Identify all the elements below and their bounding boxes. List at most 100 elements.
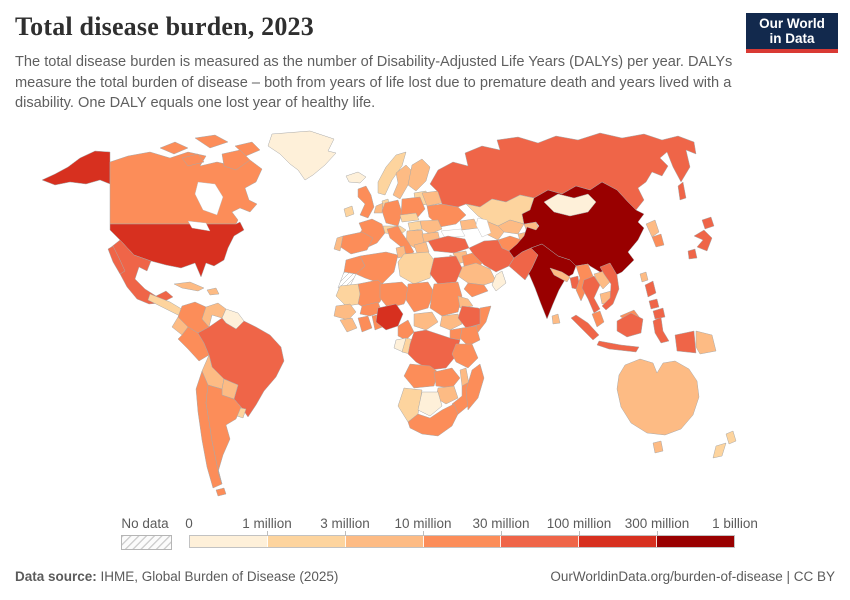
country-canada-baffin[interactable] (221, 149, 251, 171)
country-new-zealand-north[interactable] (725, 430, 737, 445)
country-india[interactable] (524, 243, 577, 320)
country-czechia-slovakia[interactable] (399, 212, 420, 223)
country-germany[interactable] (381, 199, 403, 227)
country-saudi-arabia[interactable] (457, 262, 497, 286)
country-ireland[interactable] (343, 205, 355, 218)
country-united-kingdom[interactable] (357, 185, 375, 219)
legend-bin-6[interactable] (657, 536, 735, 547)
country-argentina[interactable] (205, 384, 242, 485)
legend-bin-3[interactable] (423, 536, 502, 547)
country-italy[interactable] (386, 225, 415, 257)
country-kenya[interactable] (459, 325, 481, 347)
country-libya[interactable] (397, 251, 435, 285)
country-guinea[interactable] (339, 317, 358, 333)
legend-bin-5[interactable] (579, 536, 658, 547)
legend-bin-2[interactable] (345, 536, 424, 547)
country-caucasus[interactable] (459, 218, 479, 231)
country-philippines-luzon[interactable] (644, 280, 657, 298)
country-south-sudan[interactable] (439, 313, 463, 331)
country-senegal[interactable] (333, 303, 357, 321)
data-source-text: IHME, Global Burden of Disease (2025) (96, 569, 339, 584)
country-usa-alaska[interactable] (41, 150, 111, 186)
country-tanzania[interactable] (451, 343, 479, 369)
country-mexico-baja[interactable] (107, 245, 126, 275)
country-canada-island[interactable] (181, 153, 205, 167)
country-burkina-faso[interactable] (359, 301, 383, 317)
country-greenland[interactable] (267, 130, 337, 181)
legend-bin-0[interactable] (190, 536, 268, 547)
country-indonesia-sumatra[interactable] (570, 314, 600, 341)
world-map-container (10, 122, 840, 507)
country-benelux[interactable] (373, 202, 384, 214)
country-vietnam[interactable] (599, 262, 620, 311)
country-romania[interactable] (419, 219, 443, 235)
country-yemen[interactable] (463, 282, 489, 298)
country-poland[interactable] (400, 196, 426, 218)
country-spain[interactable] (338, 231, 374, 255)
hudson-bay (194, 181, 224, 216)
country-japan-honshu[interactable] (693, 229, 713, 252)
country-new-zealand-south[interactable] (712, 442, 727, 459)
country-australia[interactable] (616, 358, 700, 436)
legend-tick-mark (501, 531, 502, 536)
country-north-korea[interactable] (645, 219, 660, 238)
country-central-african-republic[interactable] (413, 311, 439, 331)
country-sri-lanka[interactable] (551, 313, 561, 325)
country-chad[interactable] (405, 281, 435, 313)
country-papua-new-guinea[interactable] (695, 330, 717, 355)
legend-no-data-swatch[interactable] (121, 535, 172, 550)
country-nepal[interactable] (549, 267, 571, 283)
country-thailand[interactable] (581, 275, 601, 314)
legend-bin-4[interactable] (501, 536, 580, 547)
country-indonesia-kalimantan[interactable] (616, 312, 644, 338)
country-china[interactable] (508, 181, 645, 279)
country-hungary[interactable] (407, 220, 423, 232)
country-egypt[interactable] (429, 255, 463, 285)
country-tierra-del-fuego[interactable] (215, 487, 227, 497)
country-russia-sakhalin[interactable] (677, 181, 687, 201)
country-zambia[interactable] (433, 367, 461, 389)
country-hispaniola[interactable] (206, 287, 220, 296)
country-philippines-visayas[interactable] (648, 298, 660, 310)
country-norway[interactable] (377, 151, 407, 196)
country-philippines-mindanao[interactable] (652, 307, 666, 320)
country-botswana[interactable] (417, 391, 443, 417)
country-sweden[interactable] (392, 164, 413, 200)
country-mongolia[interactable] (543, 193, 597, 217)
country-portugal[interactable] (333, 235, 344, 252)
country-eritrea[interactable] (457, 295, 474, 309)
country-japan-hokkaido[interactable] (701, 216, 715, 230)
country-indonesia-java[interactable] (596, 340, 640, 353)
country-japan-kyushu[interactable] (687, 248, 698, 260)
country-malaysia[interactable] (591, 310, 605, 328)
world-map (41, 130, 737, 497)
country-angola[interactable] (403, 363, 439, 389)
country-canada-island[interactable] (159, 141, 189, 155)
country-niger[interactable] (379, 281, 411, 309)
great-lakes (187, 220, 211, 232)
country-south-korea[interactable] (651, 233, 665, 248)
country-canada[interactable] (109, 151, 263, 225)
country-venezuela[interactable] (201, 302, 227, 328)
caspian-sea (475, 217, 492, 238)
country-canada-island[interactable] (194, 134, 229, 149)
country-iceland[interactable] (345, 171, 367, 184)
country-dr-congo[interactable] (407, 329, 461, 371)
country-south-africa[interactable] (407, 403, 459, 437)
country-indonesia-sulawesi[interactable] (652, 316, 670, 344)
country-finland[interactable] (407, 158, 431, 192)
owid-license-link[interactable]: OurWorldinData.org/burden-of-disease | C… (550, 569, 835, 584)
country-oman[interactable] (491, 270, 507, 292)
country-taiwan[interactable] (639, 271, 649, 283)
country-ivory-coast[interactable] (357, 315, 373, 333)
country-australia-tasmania[interactable] (652, 440, 664, 454)
legend-tick-label: 1 billion (712, 516, 758, 531)
country-cuba[interactable] (173, 281, 205, 292)
country-indonesia-papua[interactable] (674, 330, 697, 354)
country-sudan[interactable] (429, 281, 463, 317)
legend-bin-1[interactable] (267, 536, 346, 547)
legend-tick-label: 0 (185, 516, 193, 531)
owid-logo[interactable]: Our World in Data (746, 13, 838, 53)
country-cameroon[interactable] (397, 319, 415, 341)
country-madagascar[interactable] (465, 363, 485, 411)
